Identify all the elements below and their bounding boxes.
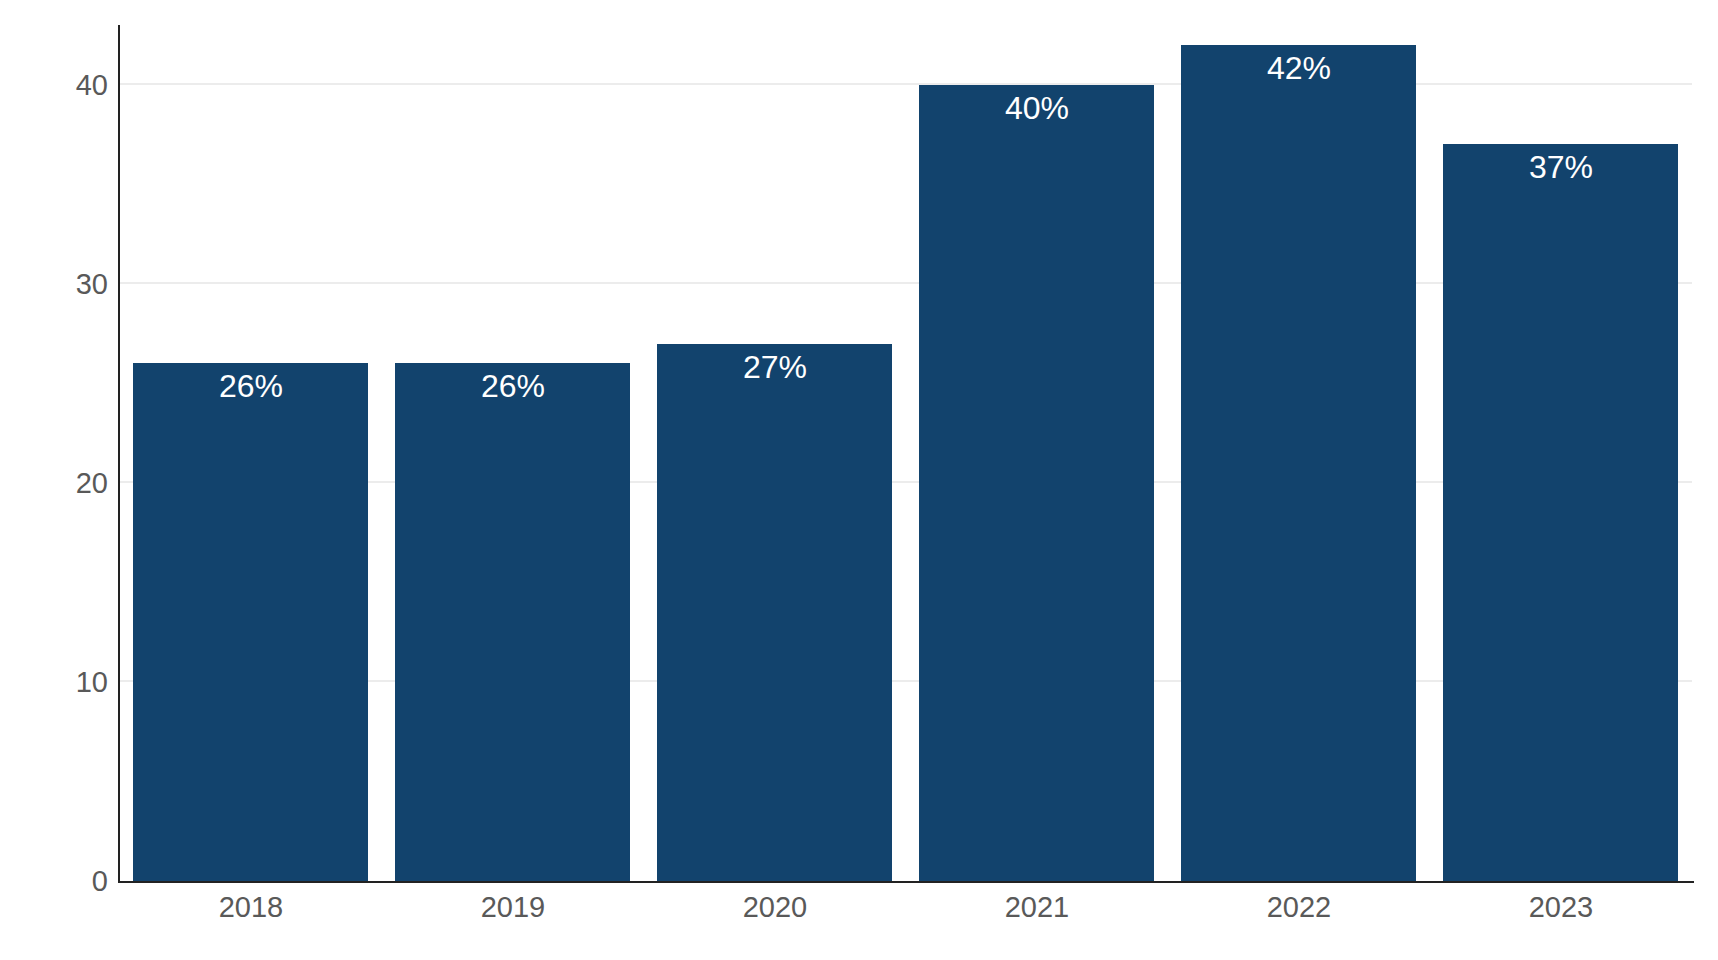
bar-2019: 26% bbox=[395, 363, 630, 881]
y-tick-label-20: 20 bbox=[0, 465, 108, 501]
bar-2022: 42% bbox=[1181, 45, 1416, 881]
gridline-40 bbox=[120, 83, 1692, 85]
bar-2023: 37% bbox=[1443, 144, 1678, 881]
y-tick-label-0: 0 bbox=[0, 863, 108, 899]
bar-value-label-2020: 27% bbox=[657, 344, 892, 386]
x-tick-label-2021: 2021 bbox=[927, 890, 1147, 924]
y-axis-line bbox=[118, 25, 120, 883]
y-tick-label-10: 10 bbox=[0, 664, 108, 700]
y-tick-label-30: 30 bbox=[0, 266, 108, 302]
x-axis-line bbox=[118, 881, 1694, 883]
bar-2020: 27% bbox=[657, 344, 892, 881]
bar-value-label-2021: 40% bbox=[919, 85, 1154, 127]
y-tick-label-40: 40 bbox=[0, 67, 108, 103]
bar-2018: 26% bbox=[133, 363, 368, 881]
bar-2021: 40% bbox=[919, 85, 1154, 881]
plot-area: 26% 26% 27% 40% 42% 37% bbox=[120, 25, 1692, 881]
x-tick-label-2023: 2023 bbox=[1451, 890, 1671, 924]
bar-value-label-2023: 37% bbox=[1443, 144, 1678, 186]
x-tick-label-2018: 2018 bbox=[141, 890, 361, 924]
bar-chart-figure: Percentage of all medium and large busin… bbox=[0, 0, 1718, 960]
bar-value-label-2019: 26% bbox=[395, 363, 630, 405]
bar-value-label-2022: 42% bbox=[1181, 45, 1416, 87]
x-tick-label-2020: 2020 bbox=[665, 890, 885, 924]
bar-value-label-2018: 26% bbox=[133, 363, 368, 405]
x-tick-label-2019: 2019 bbox=[403, 890, 623, 924]
x-tick-label-2022: 2022 bbox=[1189, 890, 1409, 924]
